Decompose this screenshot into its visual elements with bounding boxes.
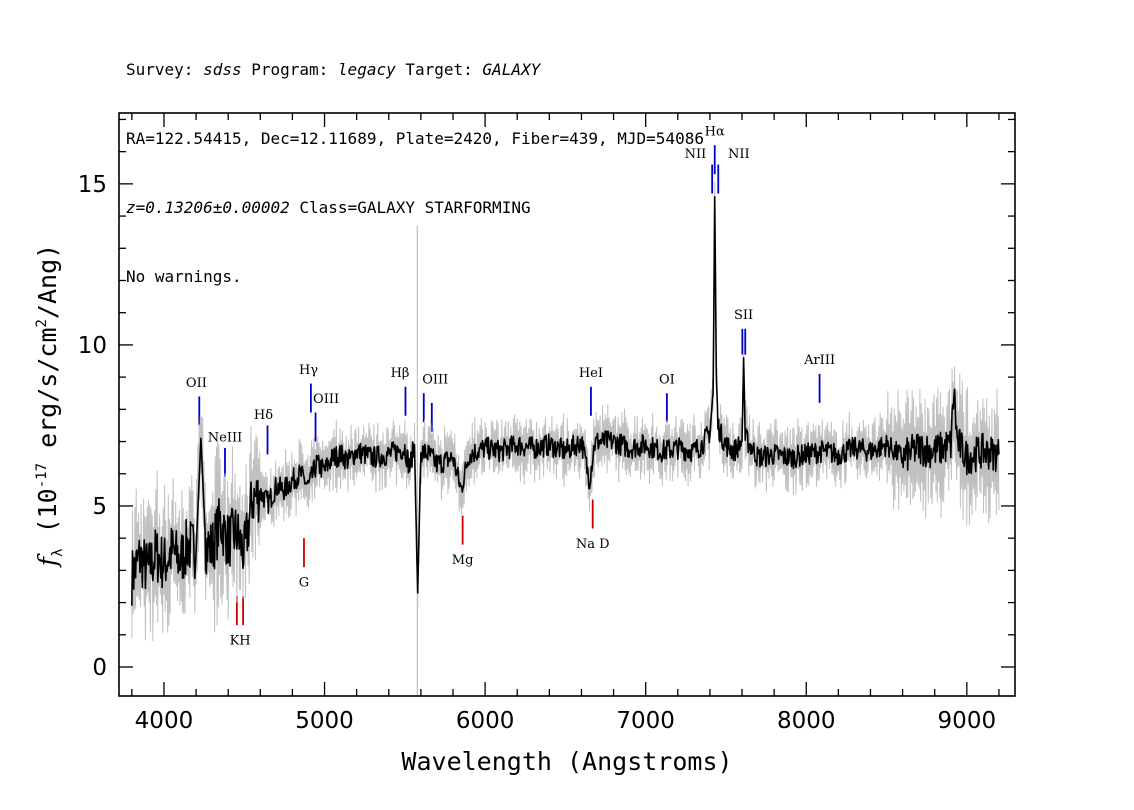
redshift-value: z=0.13206±0.00002: [126, 198, 290, 217]
label-ArIII: ArIII: [803, 353, 835, 368]
label-Mg: Mg: [452, 553, 474, 568]
target-label: Target:: [395, 60, 483, 79]
survey-value: sdss: [203, 60, 242, 79]
error-trace: [131, 181, 1000, 642]
label-NaD: Na D: [576, 537, 610, 552]
label-NeIII: NeIII: [208, 431, 242, 446]
header-line-survey: Survey: sdss Program: legacy Target: GAL…: [126, 58, 704, 81]
label-Hbeta: Hβ: [391, 366, 410, 381]
label-G: G: [299, 576, 309, 591]
x-tick-label: 4000: [135, 708, 194, 734]
target-value: GALAXY: [482, 60, 541, 79]
label-NII-left: NII: [685, 147, 707, 162]
header-line-warnings: No warnings.: [126, 267, 242, 286]
plot-frame: [118, 112, 1016, 697]
flux-series: [131, 195, 1000, 606]
x-tick-label: 6000: [456, 708, 515, 734]
y-tick-label: 10: [78, 333, 107, 359]
flux-trace: [131, 195, 1000, 606]
spectral-line-markers: [198, 145, 821, 626]
x-tick-label: 5000: [295, 708, 354, 734]
x-tick-label: 8000: [777, 708, 836, 734]
x-tick-label: 7000: [616, 708, 675, 734]
spectrum-header: Survey: sdss Program: legacy Target: GAL…: [126, 12, 704, 311]
x-tick-label: 9000: [938, 708, 997, 734]
survey-label: Survey:: [126, 60, 204, 79]
label-Hgamma: Hγ: [299, 363, 318, 378]
y-axis-title: fλ (10-17 erg/s/cm2/Ang): [33, 244, 66, 568]
y-tick-label: 5: [92, 494, 107, 520]
label-Hdelta: Hδ: [254, 408, 273, 423]
label-HeI: HeI: [579, 366, 603, 381]
label-NII-right: NII: [728, 147, 750, 162]
y-tick-label: 15: [78, 172, 107, 198]
axes: 4000 5000 6000 7000 8000 9000 0 5 10 15: [78, 112, 1016, 734]
label-Halpha: Hα: [705, 125, 725, 140]
x-axis-title: Wavelength (Angstroms): [401, 747, 732, 776]
program-value: legacy: [337, 60, 396, 79]
class-value: Class=GALAXY STARFORMING: [289, 198, 531, 217]
label-OIII-5007: OIII: [422, 373, 448, 388]
label-OIII-4959: OIII: [313, 392, 339, 407]
label-OI: OI: [659, 373, 675, 388]
y-tick-label: 0: [92, 655, 107, 681]
error-band: [131, 181, 1000, 696]
label-OII: OII: [186, 376, 207, 391]
program-label: Program:: [241, 60, 338, 79]
label-KH: KH: [230, 634, 251, 649]
label-SII: SII: [734, 308, 753, 323]
header-line-redshift: z=0.13206±0.00002 Class=GALAXY STARFORMI…: [126, 196, 704, 219]
header-line-coordinates: RA=122.54415, Dec=12.11689, Plate=2420, …: [126, 129, 704, 148]
